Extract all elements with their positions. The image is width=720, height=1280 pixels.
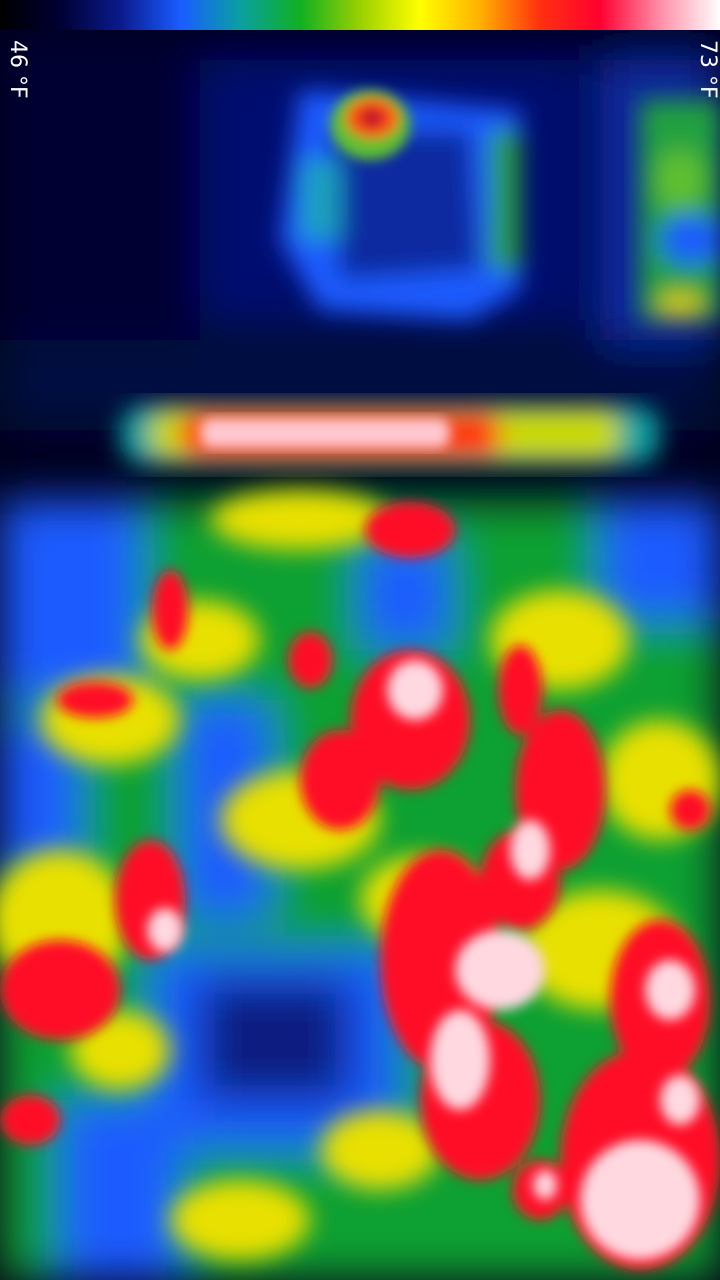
color-palette-bar <box>0 0 720 30</box>
min-temperature-label: 46 °F <box>5 40 30 99</box>
max-temperature-label: 73 °F <box>695 40 720 99</box>
